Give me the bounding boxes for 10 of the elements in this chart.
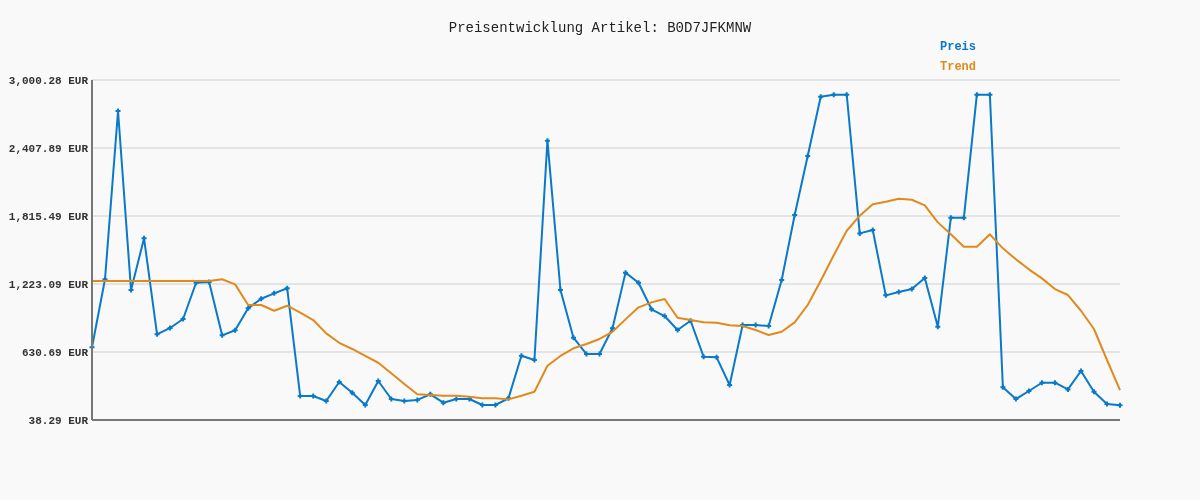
- y-tick-label: 38.29 EUR: [28, 415, 89, 427]
- line-series: [91, 197, 1121, 401]
- y-tick-label: 2,407.89 EUR: [8, 143, 89, 155]
- text: Trend: [940, 60, 977, 74]
- y-tick-label: 3,000.28 EUR: [8, 75, 89, 87]
- y-tick-label: 1,223.09 EUR: [8, 279, 89, 291]
- chart-title: Preisentwicklung Artikel: B0D7JFKMNW: [448, 20, 752, 36]
- y-tick-label: 1,815.49 EUR: [8, 211, 89, 223]
- text: Preis: [940, 40, 977, 54]
- y-tick-label: 630.69 EUR: [21, 347, 89, 359]
